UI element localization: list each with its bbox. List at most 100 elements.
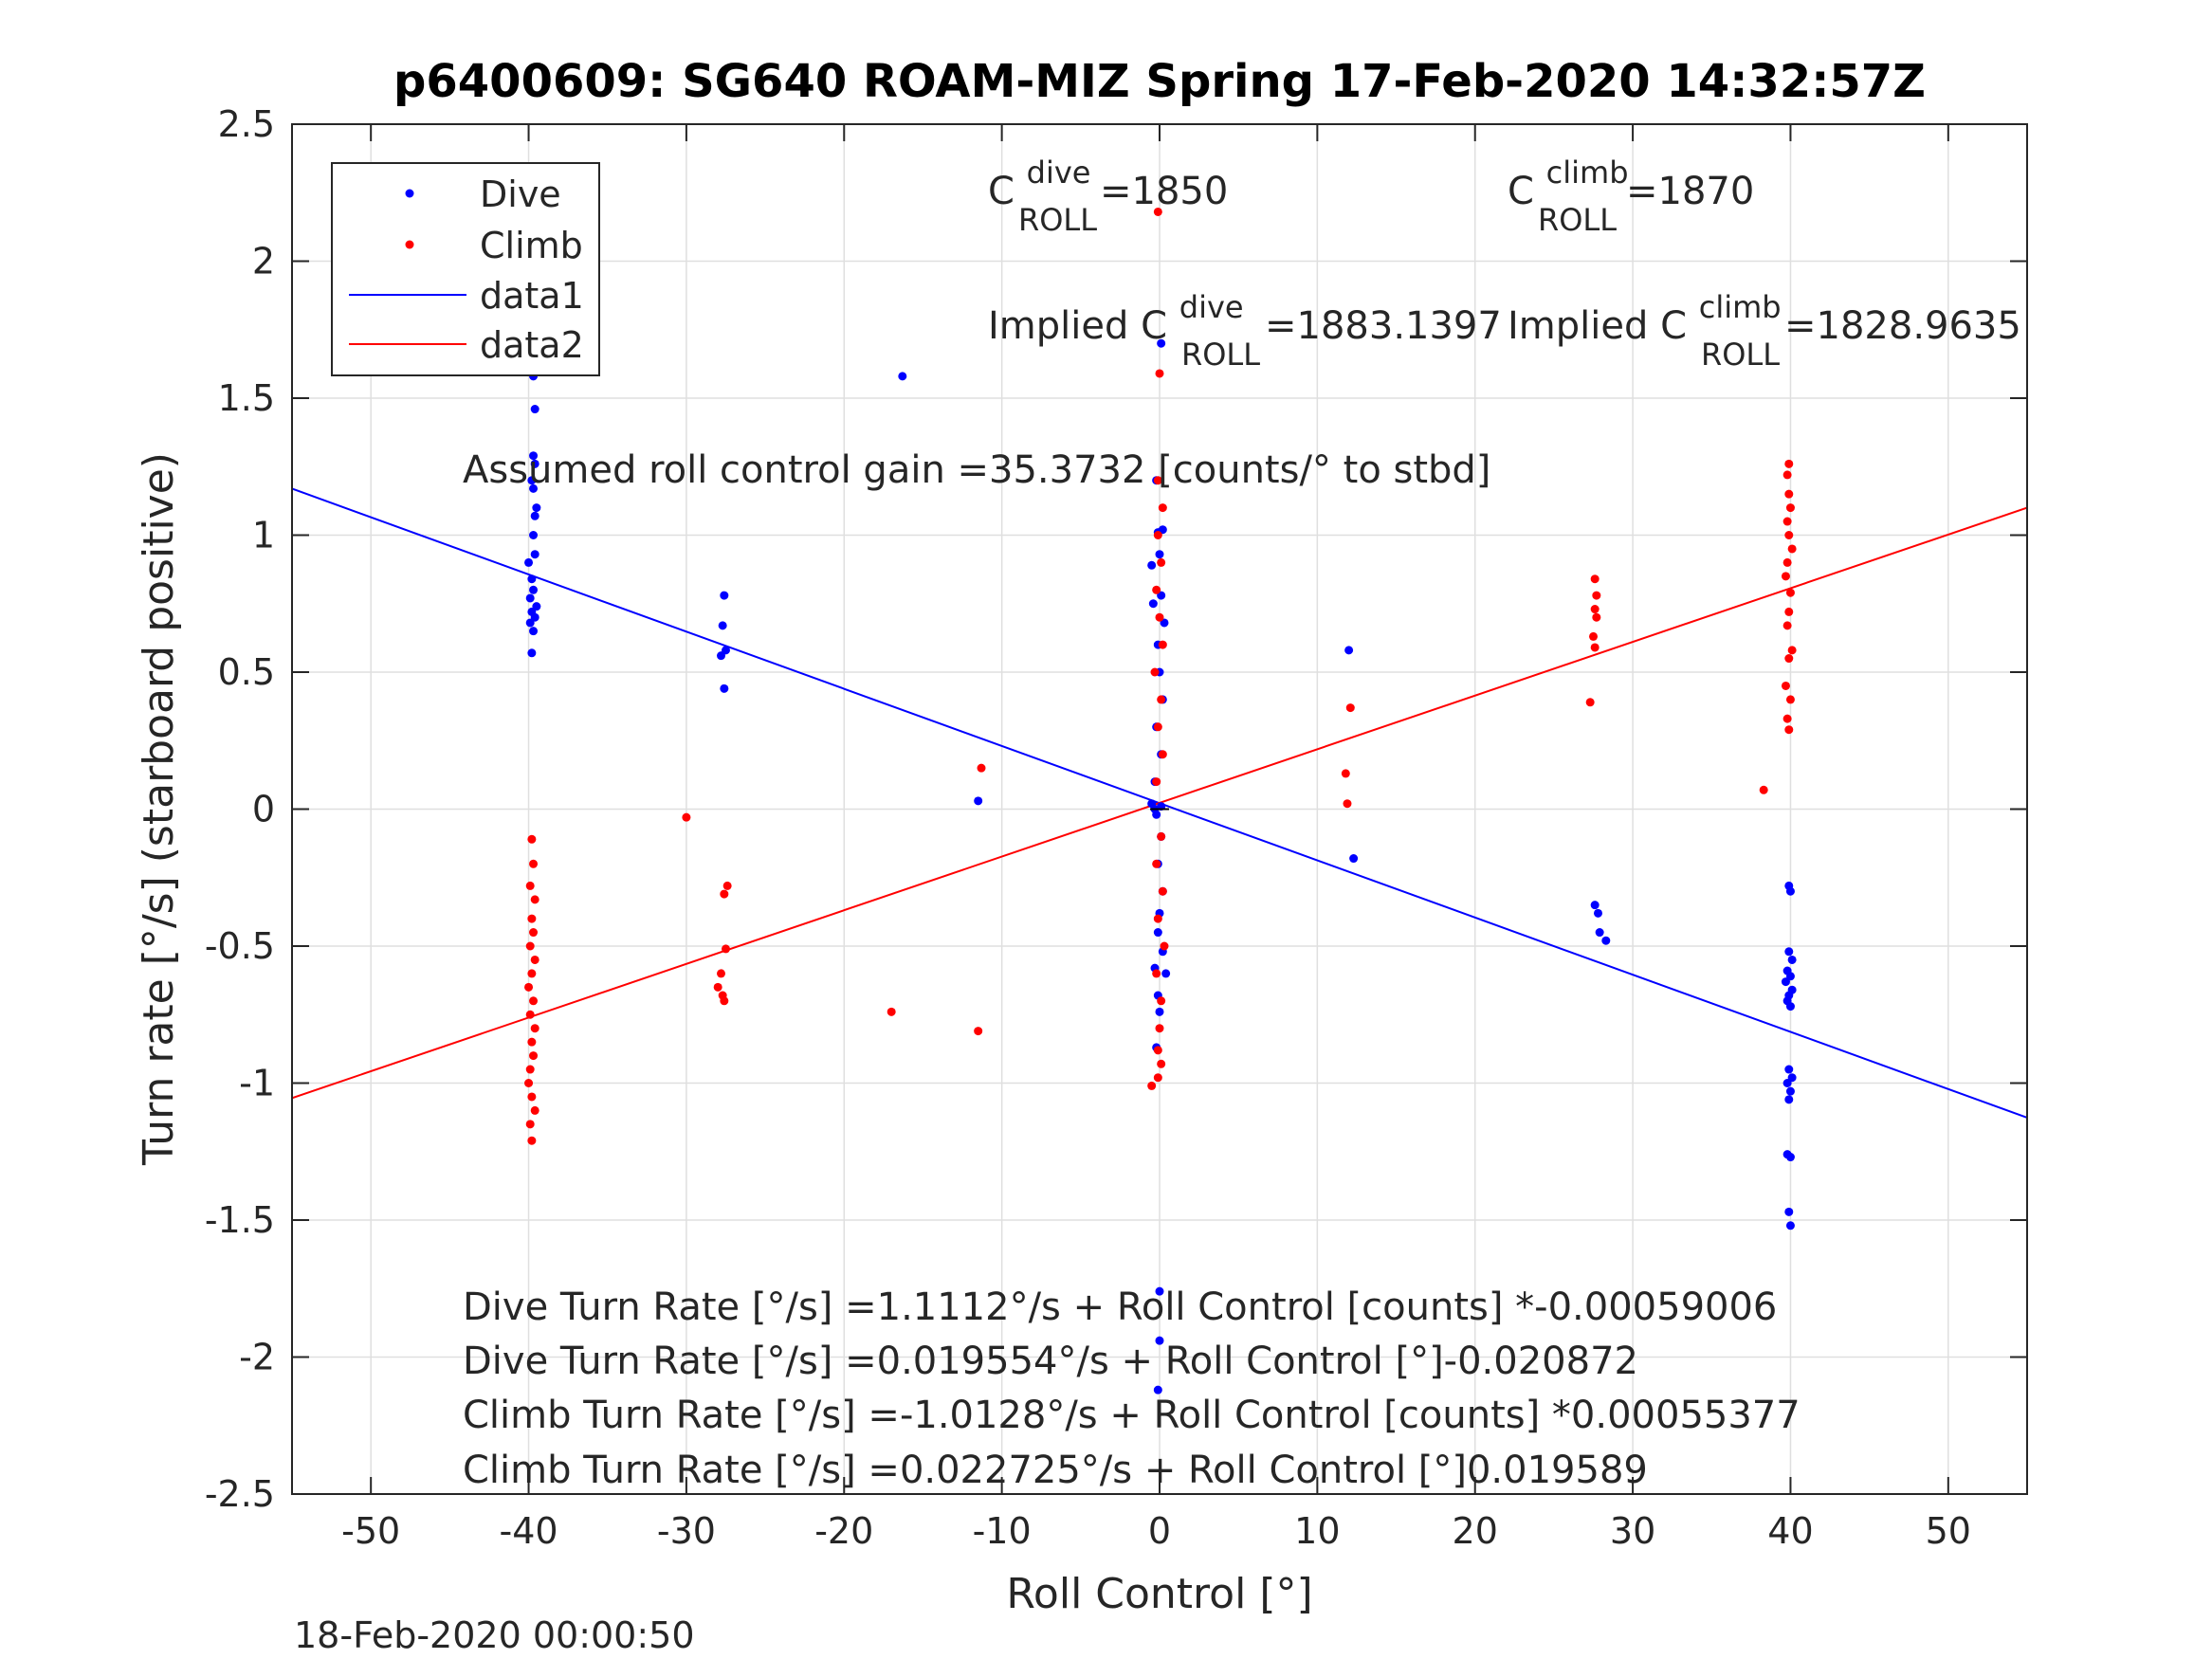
implied-dive-sub: ROLL	[1181, 337, 1260, 373]
y-tick-label: 1	[252, 515, 275, 556]
x-tick-label: 0	[1148, 1510, 1171, 1552]
climb-point	[1157, 831, 1166, 841]
climb-point	[974, 1027, 983, 1036]
climb-point	[1592, 612, 1601, 622]
climb-point	[1158, 503, 1167, 513]
fit-2-annotation: Dive Turn Rate [°/s] =0.019554°/s + Roll…	[463, 1340, 1638, 1383]
climb-point	[530, 895, 539, 904]
implied-climb-value: =1828.9635	[1784, 304, 2021, 348]
climb-point	[527, 1136, 537, 1145]
climb-point	[1153, 914, 1162, 923]
dive-point	[1155, 1007, 1164, 1016]
y-tick-label: 0.5	[218, 651, 275, 693]
climb-point	[529, 928, 539, 938]
climb-point	[1153, 1046, 1162, 1055]
climb-point	[1157, 695, 1166, 704]
climb-point	[527, 914, 537, 923]
climb-point	[1785, 588, 1795, 597]
dive-point	[720, 684, 729, 693]
dive-point	[1595, 928, 1604, 938]
climb-point	[530, 1105, 539, 1115]
dive-point	[527, 574, 537, 584]
dive-point	[525, 593, 535, 603]
climb-point	[527, 969, 537, 978]
climb-point	[1784, 607, 1794, 616]
climb-point	[1590, 574, 1600, 584]
climb-point	[720, 996, 729, 1006]
y-tick-label: -0.5	[205, 925, 275, 967]
c-dive-value: =1850	[1100, 170, 1228, 213]
climb-point	[525, 881, 535, 890]
c-dive-base: C	[988, 170, 1015, 213]
climb-point	[1155, 612, 1164, 622]
dive-point	[1155, 1286, 1164, 1296]
dive-point	[1785, 1153, 1795, 1162]
c-dive-annotation: C dive ROLL =1850	[988, 149, 1228, 240]
legend-marker-climb	[405, 240, 414, 249]
climb-point	[1152, 585, 1161, 594]
dive-point	[1152, 810, 1161, 819]
dive-point	[1155, 550, 1164, 559]
dive-point	[530, 459, 539, 468]
climb-point	[1158, 750, 1167, 759]
climb-point	[1589, 631, 1598, 641]
climb-point	[1782, 714, 1792, 723]
climb-point	[1782, 621, 1792, 630]
climb-point	[1782, 557, 1792, 567]
dive-point	[1785, 1086, 1795, 1096]
climb-point	[525, 941, 535, 951]
implied-dive-annotation: Implied C dive ROLL =1883.1397	[988, 283, 1502, 374]
x-tick-label: -10	[973, 1510, 1032, 1552]
climb-point	[1782, 470, 1792, 480]
dive-point	[1782, 1079, 1792, 1087]
climb-point	[1157, 1059, 1166, 1068]
y-tick-label: 0	[252, 789, 275, 830]
climb-point	[529, 1051, 539, 1061]
climb-point	[1787, 544, 1797, 554]
data-points	[524, 207, 1797, 1395]
climb-point	[713, 982, 722, 992]
implied-dive-value: =1883.1397	[1265, 304, 1502, 348]
climb-point	[720, 889, 729, 899]
climb-point	[1345, 703, 1355, 713]
implied-climb-sup: climb	[1699, 289, 1782, 325]
dive-point	[1590, 901, 1600, 910]
climb-point	[1784, 489, 1794, 499]
climb-point	[1155, 1024, 1164, 1033]
climb-point	[525, 1065, 535, 1074]
x-tick-label: -20	[814, 1510, 873, 1552]
climb-point	[527, 1092, 537, 1102]
climb-point	[1781, 681, 1790, 690]
dive-point	[532, 503, 541, 513]
climb-point	[524, 982, 534, 992]
climb-point	[1152, 859, 1161, 868]
dive-point	[722, 646, 730, 655]
dive-point	[1784, 1095, 1794, 1104]
climb-point	[1158, 886, 1167, 896]
dive-point	[898, 372, 907, 381]
dive-point	[1148, 599, 1158, 609]
x-tick-label: 50	[1926, 1510, 1971, 1552]
dive-point	[529, 483, 539, 493]
dive-point	[527, 648, 537, 658]
dive-point	[1787, 955, 1797, 964]
climb-point	[1153, 722, 1162, 732]
dive-point	[1784, 947, 1794, 957]
x-tick-label: -50	[341, 1510, 400, 1552]
x-tick-label: 10	[1294, 1510, 1340, 1552]
y-tick-label: 1.5	[218, 377, 275, 419]
climb-point	[1590, 605, 1600, 614]
climb-point	[1592, 591, 1601, 600]
x-tick-label: 20	[1453, 1510, 1498, 1552]
dive-point	[1147, 560, 1157, 570]
legend-marker-dive	[405, 189, 414, 198]
climb-point	[527, 1037, 537, 1047]
climb-point	[525, 1010, 535, 1019]
dive-point	[532, 602, 541, 611]
dive-point	[1785, 1002, 1795, 1012]
climb-point	[1153, 1073, 1162, 1083]
climb-point	[530, 1024, 539, 1033]
legend-label-data1: data1	[480, 275, 584, 317]
y-tick-label: 2	[252, 241, 275, 283]
climb-point	[1152, 969, 1161, 978]
